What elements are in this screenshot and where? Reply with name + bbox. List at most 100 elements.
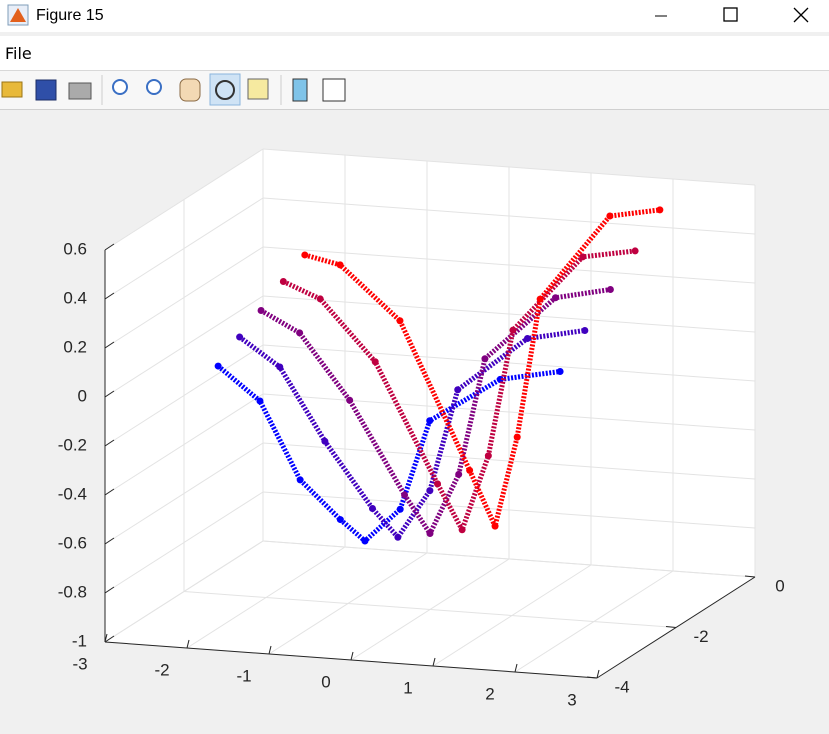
datatip-button[interactable] <box>247 78 269 100</box>
z-tick-label: -0.6 <box>58 533 87 552</box>
point <box>296 329 304 337</box>
curve <box>304 207 661 529</box>
grid-line <box>104 393 264 496</box>
window-title: Figure 15 <box>36 7 104 24</box>
grid-line <box>268 552 428 655</box>
tick-mark <box>104 341 115 349</box>
point <box>396 317 404 325</box>
grid-line <box>262 540 756 578</box>
grid-line <box>262 393 756 431</box>
save-button[interactable] <box>35 79 57 101</box>
tick-mark <box>350 651 354 661</box>
point <box>458 526 466 534</box>
tick-mark <box>104 635 115 643</box>
menu-bar: File <box>0 36 829 71</box>
point <box>301 251 309 259</box>
grid-line <box>104 540 264 643</box>
point <box>236 333 244 341</box>
x-tick-label: 0 <box>321 672 330 691</box>
open-button[interactable] <box>1 81 23 98</box>
tick-mark <box>665 626 677 628</box>
zoom-out-button[interactable] <box>146 79 162 95</box>
curve <box>259 287 611 537</box>
app-icon-logo <box>10 8 26 22</box>
x-tick-label: 2 <box>485 684 494 703</box>
x-tick-label: -3 <box>72 654 87 673</box>
point <box>496 375 504 383</box>
curve <box>282 248 636 533</box>
grid-line <box>104 540 264 643</box>
toolbar <box>0 71 829 110</box>
point <box>214 362 222 370</box>
z-tick-label: 0.2 <box>63 337 87 356</box>
z-tick-label: -0.4 <box>58 484 87 503</box>
pan-button[interactable] <box>179 78 201 102</box>
curve <box>216 364 561 544</box>
point <box>551 294 559 302</box>
grid-line <box>186 546 346 649</box>
point <box>491 522 499 530</box>
tick-mark <box>104 292 115 300</box>
x-tick-label: -1 <box>236 666 251 685</box>
grid-line <box>262 540 756 578</box>
tick-mark <box>104 537 115 545</box>
close-button[interactable] <box>793 7 809 23</box>
print-button[interactable] <box>68 82 92 100</box>
point <box>579 253 587 261</box>
point <box>296 476 304 484</box>
point <box>394 533 402 541</box>
grid-line <box>262 295 756 333</box>
point <box>346 396 354 404</box>
grid-line <box>104 246 264 349</box>
axis-line <box>596 576 756 679</box>
grid-line <box>104 491 264 594</box>
tick-mark <box>104 439 115 447</box>
zoom-in-button[interactable] <box>112 79 128 95</box>
point <box>336 516 344 524</box>
legend-button[interactable] <box>322 78 346 102</box>
point <box>509 326 517 334</box>
side-wall <box>105 149 263 642</box>
point <box>455 470 463 478</box>
point <box>656 206 664 214</box>
z-tick-label: 0.4 <box>63 288 87 307</box>
point <box>606 286 614 293</box>
point <box>434 480 442 488</box>
x-tick-label: -2 <box>154 660 169 679</box>
point <box>361 537 369 545</box>
grid-line <box>262 246 756 284</box>
grid-line <box>432 564 592 667</box>
tick-mark <box>186 639 190 649</box>
maximize-button[interactable] <box>723 7 738 22</box>
z-tick-label: -1 <box>72 631 87 650</box>
point <box>426 530 434 538</box>
grid-line <box>596 576 756 679</box>
rotate-button[interactable] <box>209 73 241 106</box>
y-tick-label: -2 <box>693 627 708 646</box>
tick-mark <box>596 669 600 679</box>
axis-line <box>104 641 598 679</box>
floor <box>105 541 755 678</box>
tick-mark <box>744 575 756 578</box>
point <box>276 363 284 371</box>
x-tick-label: 3 <box>567 690 576 709</box>
x-tick-label: 1 <box>403 678 412 697</box>
z-tick-label: 0.6 <box>63 239 87 258</box>
point <box>396 505 404 513</box>
point <box>556 368 564 375</box>
grid-line <box>350 558 510 661</box>
y-tick-label: -4 <box>614 677 629 696</box>
grid-line <box>104 344 264 447</box>
tick-mark <box>104 633 108 643</box>
tick-mark <box>104 243 115 251</box>
grid-line <box>262 442 756 480</box>
grid-line <box>104 442 264 545</box>
menu-file[interactable]: File <box>5 44 32 63</box>
grid-line <box>514 570 674 673</box>
point <box>426 487 434 495</box>
tick-mark <box>104 586 115 594</box>
colorbar-button[interactable] <box>292 78 308 102</box>
point <box>606 212 614 220</box>
rotate-icon <box>215 80 235 100</box>
